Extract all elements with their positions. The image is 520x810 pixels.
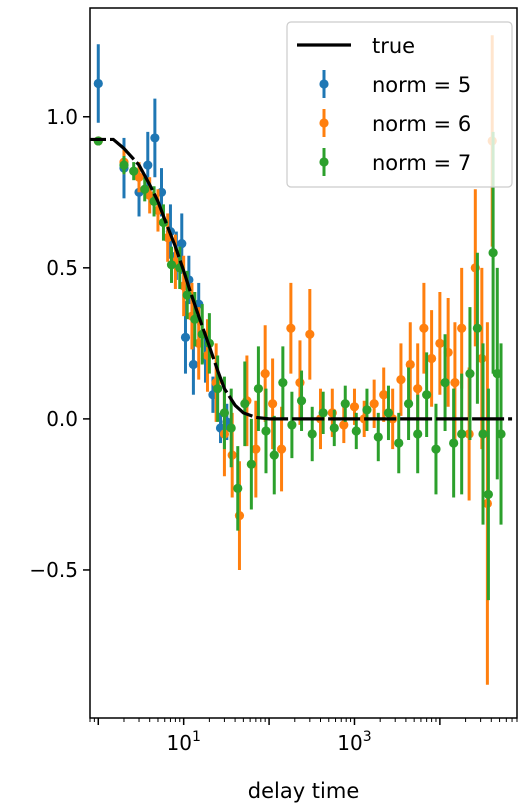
data-point: [305, 329, 315, 339]
data-point: [413, 429, 423, 439]
data-point: [143, 160, 153, 170]
data-point: [394, 438, 404, 448]
data-point: [450, 378, 460, 388]
data-point: [286, 323, 296, 333]
data-point: [457, 429, 467, 439]
data-point: [226, 423, 236, 433]
data-point: [287, 420, 297, 430]
data-point: [435, 338, 445, 348]
data-point: [457, 323, 467, 333]
data-point: [351, 426, 361, 436]
data-point: [478, 429, 488, 439]
data-point: [349, 402, 360, 412]
plot-area: [90, 35, 513, 685]
data-point: [472, 323, 482, 333]
data-point: [251, 444, 261, 454]
legend: true norm = 5 norm = 6 norm = 7: [286, 21, 513, 188]
data-point: [150, 133, 160, 143]
data-point: [276, 444, 287, 454]
plot-frame: [89, 7, 518, 719]
data-point: [422, 390, 432, 400]
data-point: [93, 78, 103, 89]
legend-label: norm = 7: [372, 151, 471, 175]
data-point: [134, 172, 144, 182]
data-point: [362, 405, 372, 415]
y-tick-label: 0.0: [46, 407, 78, 431]
data-point: [240, 399, 250, 409]
data-point: [296, 396, 307, 406]
data-point: [465, 368, 475, 379]
data-marks: [90, 35, 513, 685]
data-point: [488, 248, 498, 258]
y-tick-label: −0.5: [29, 558, 78, 582]
data-point: [396, 375, 406, 385]
data-point: [129, 166, 139, 176]
data-point: [213, 384, 223, 394]
data-point: [373, 432, 383, 442]
x-axis-label: delay time: [248, 779, 360, 803]
data-point: [190, 314, 200, 324]
data-point: [413, 384, 423, 394]
x-tick-label: 101: [166, 729, 200, 755]
data-point: [278, 378, 288, 388]
data-point: [405, 359, 415, 370]
data-point: [427, 353, 437, 364]
data-point: [182, 290, 192, 300]
data-point: [140, 184, 150, 194]
data-point: [233, 483, 243, 493]
data-point: [260, 368, 270, 379]
data-point: [166, 260, 177, 270]
data-point: [253, 384, 264, 394]
data-point: [119, 160, 129, 170]
x-tick-label: 103: [337, 729, 371, 755]
data-point: [483, 489, 494, 500]
data-point: [269, 450, 279, 460]
data-point: [295, 378, 305, 388]
data-point: [369, 399, 379, 409]
legend-entry: true: [297, 34, 415, 58]
data-point: [339, 420, 349, 430]
data-point: [246, 459, 256, 469]
axes: 1.0 0.5 0.0 −0.5 101 103 delay time: [29, 7, 518, 803]
data-point: [379, 390, 389, 400]
data-point: [340, 399, 350, 409]
legend-label: true: [372, 34, 415, 58]
data-point: [318, 408, 328, 418]
legend-point-swatch: [319, 157, 329, 167]
legend-point-swatch: [319, 79, 329, 89]
data-point: [268, 399, 278, 409]
y-tick-label: 1.0: [46, 105, 78, 129]
data-point: [431, 444, 441, 454]
data-point: [307, 429, 317, 439]
legend-label: norm = 6: [372, 112, 471, 136]
data-point: [180, 332, 191, 342]
true-curve-line: [90, 137, 513, 421]
data-point: [219, 408, 230, 418]
data-point: [177, 239, 187, 249]
series-1: [93, 44, 232, 444]
data-point: [188, 359, 199, 370]
legend-entry: norm = 6: [319, 109, 471, 137]
data-point: [419, 323, 429, 333]
data-point: [449, 438, 459, 448]
data-point: [403, 399, 414, 409]
y-tick-label: 0.5: [46, 256, 78, 280]
data-point: [329, 423, 339, 433]
legend-point-swatch: [319, 118, 329, 128]
data-point: [234, 510, 245, 521]
legend-entry: norm = 7: [319, 148, 471, 176]
legend-box: [286, 21, 513, 188]
data-point: [440, 378, 450, 388]
data-point: [383, 408, 394, 418]
legend-label: norm = 5: [372, 73, 471, 97]
data-point: [261, 426, 271, 436]
legend-entry: norm = 5: [319, 70, 471, 98]
data-point: [496, 429, 506, 439]
